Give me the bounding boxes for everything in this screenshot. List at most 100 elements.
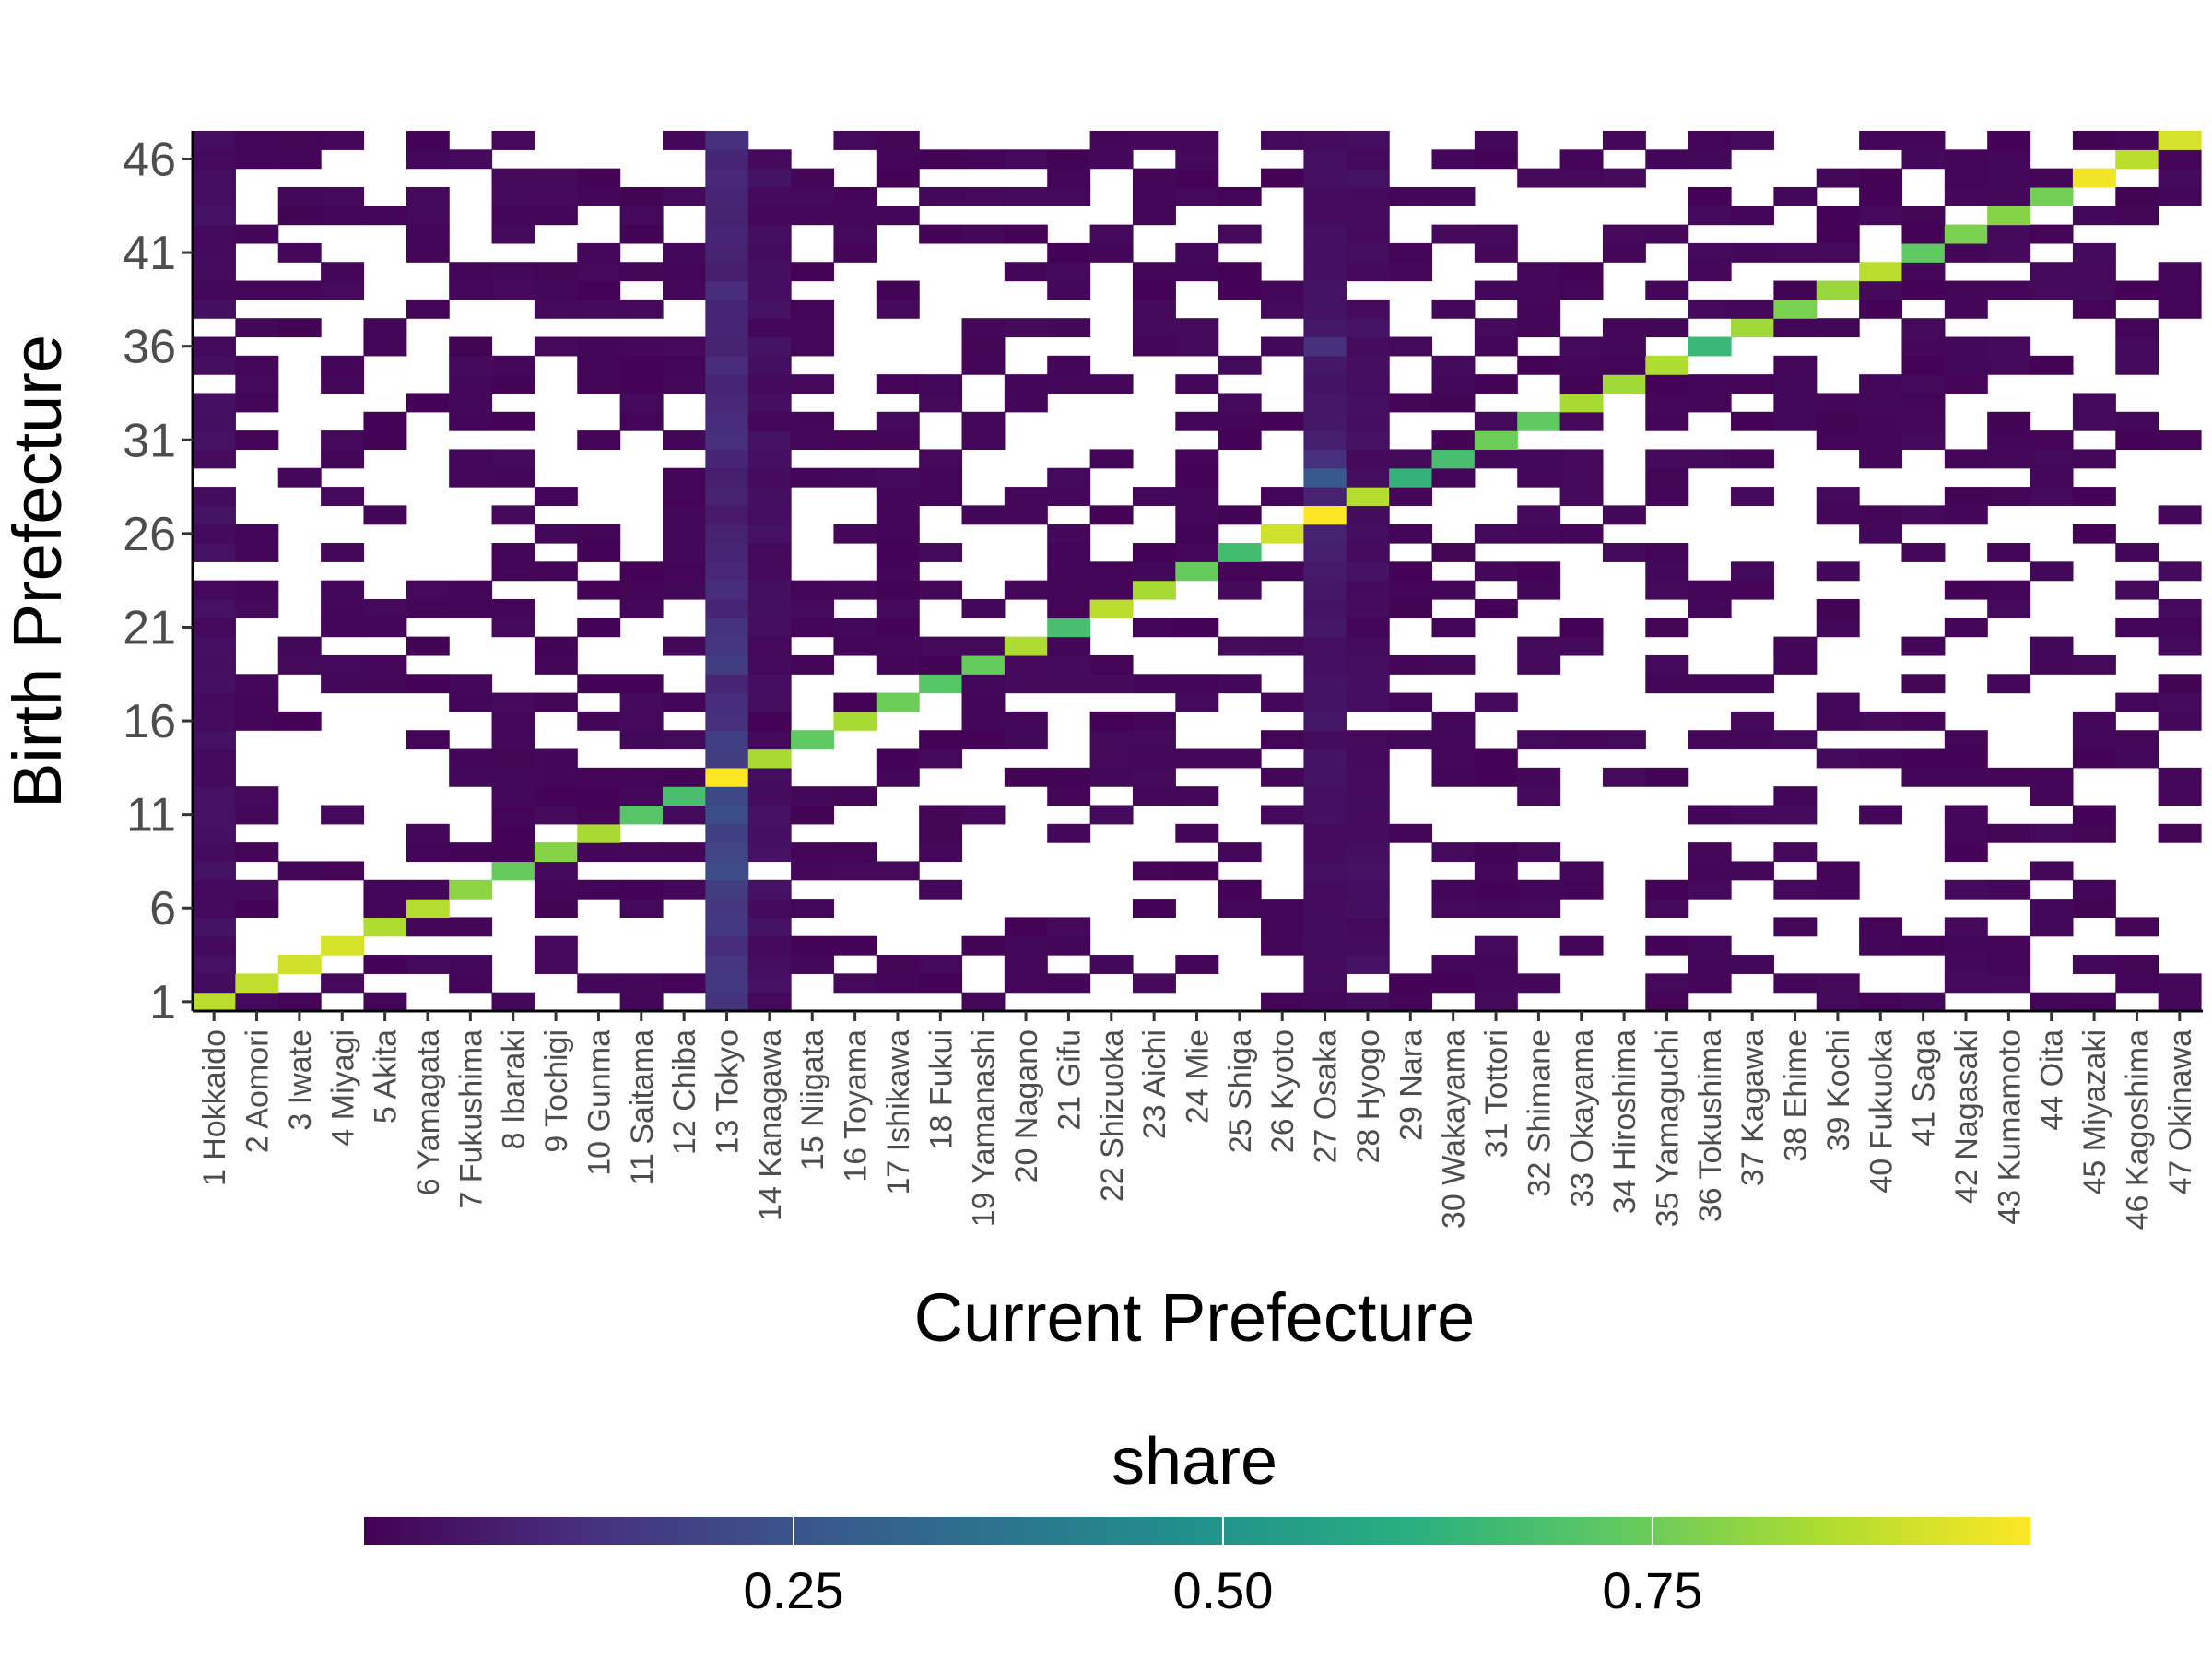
heatmap-cell [1175,692,1219,712]
heatmap-cell [1944,186,1988,206]
heatmap-cell [193,692,236,712]
heatmap-cell [876,861,920,881]
heatmap-cell [1346,935,1390,956]
heatmap-cell [2158,505,2202,525]
heatmap-cell [1731,711,1774,731]
heatmap-cell [747,730,792,750]
heatmap-cell [705,730,749,750]
heatmap-cell [1261,131,1304,150]
heatmap-cell [2158,299,2202,319]
x-tick-label: 32 Shimane [1522,1030,1557,1196]
heatmap-cell [1175,449,1219,469]
heatmap-cell [619,206,664,226]
heatmap-cell [1559,168,1604,188]
heatmap-cell [1731,411,1774,431]
heatmap-cell [1303,674,1347,694]
heatmap-cell [1474,879,1518,900]
heatmap-cell [1047,262,1091,282]
heatmap-cell [1261,730,1304,750]
heatmap-cell [833,692,877,712]
heatmap-cell [2158,692,2202,712]
heatmap-cell [662,786,706,806]
heatmap-cell [2030,899,2074,919]
heatmap-cell [2158,186,2202,206]
heatmap-cell [1089,767,1134,787]
heatmap-cell [1089,561,1134,582]
heatmap-cell [1303,786,1347,806]
heatmap-cell [1346,449,1390,469]
heatmap-cell [2115,580,2159,600]
heatmap-cell [406,955,450,974]
heatmap-cell [1944,955,1988,974]
heatmap-cell [193,674,236,694]
heatmap-cell [1901,505,1946,525]
heatmap-cells [193,131,2202,1012]
heatmap-cell [363,618,407,638]
heatmap-cell [1645,318,1689,338]
heatmap-cell [1688,149,1732,170]
heatmap-cell [1346,186,1390,206]
heatmap-cell [747,992,792,1012]
heatmap-cell [1431,618,1476,638]
heatmap-cell [662,805,706,825]
x-tick-label: 37 Kagawa [1735,1030,1771,1186]
heatmap-cell [2115,411,2159,431]
heatmap-cell [1944,355,1988,375]
heatmap-cell [705,280,749,300]
heatmap-cell [1816,505,1860,525]
heatmap-cell [1346,992,1390,1012]
heatmap-cell [1261,767,1304,787]
heatmap-cell [833,430,877,451]
heatmap-cell [1261,524,1304,544]
heatmap-cell [2115,206,2159,226]
heatmap-cell [1688,935,1732,956]
heatmap-cell [577,524,621,544]
heatmap-cell [1431,842,1476,863]
heatmap-cell [833,711,877,731]
heatmap-cell [534,842,578,863]
heatmap-cell [1901,374,1946,394]
heatmap-cell [2072,242,2116,263]
heatmap-cell [1175,674,1219,694]
heatmap-cell [1645,149,1689,170]
x-tick-label: 45 Miyazaki [2077,1030,2112,1195]
heatmap-cell [1303,186,1347,206]
heatmap-cell [833,618,877,638]
heatmap-cell [619,411,664,431]
heatmap-cell [619,674,664,694]
x-tick-label: 40 Fukuoka [1864,1030,1899,1194]
heatmap-cell [193,131,236,150]
heatmap-cell [747,580,792,600]
heatmap-cell [491,842,535,863]
heatmap-cell [705,467,749,488]
heatmap-cell [961,598,1006,618]
heatmap-cell [791,467,835,488]
heatmap-cell [1175,262,1219,282]
heatmap-cell [1688,730,1732,750]
heatmap-cell [1559,636,1604,656]
heatmap-cell [791,730,835,750]
heatmap-cell [1944,487,1988,506]
heatmap-cell [2115,149,2159,170]
heatmap-cell [193,861,236,881]
heatmap-cell [876,149,920,170]
heatmap-cell [1218,580,1262,600]
heatmap-cell [1218,224,1262,244]
heatmap-cell [491,786,535,806]
heatmap-cell [1346,861,1390,881]
heatmap-cell [1089,805,1134,825]
heatmap-cell [705,973,749,994]
heatmap-cell [1474,955,1518,974]
heatmap-cell [1261,411,1304,431]
heatmap-cell [1517,842,1561,863]
heatmap-cell [406,206,450,226]
heatmap-cell [1303,467,1347,488]
heatmap-cell [1303,411,1347,431]
y-tick-label: 36 [123,321,176,374]
heatmap-cell [1431,767,1476,787]
heatmap-cell [833,861,877,881]
heatmap-cell [1645,449,1689,469]
heatmap-cell [1987,955,2031,974]
heatmap-cell [2072,131,2116,150]
heatmap-cell [2158,767,2202,787]
